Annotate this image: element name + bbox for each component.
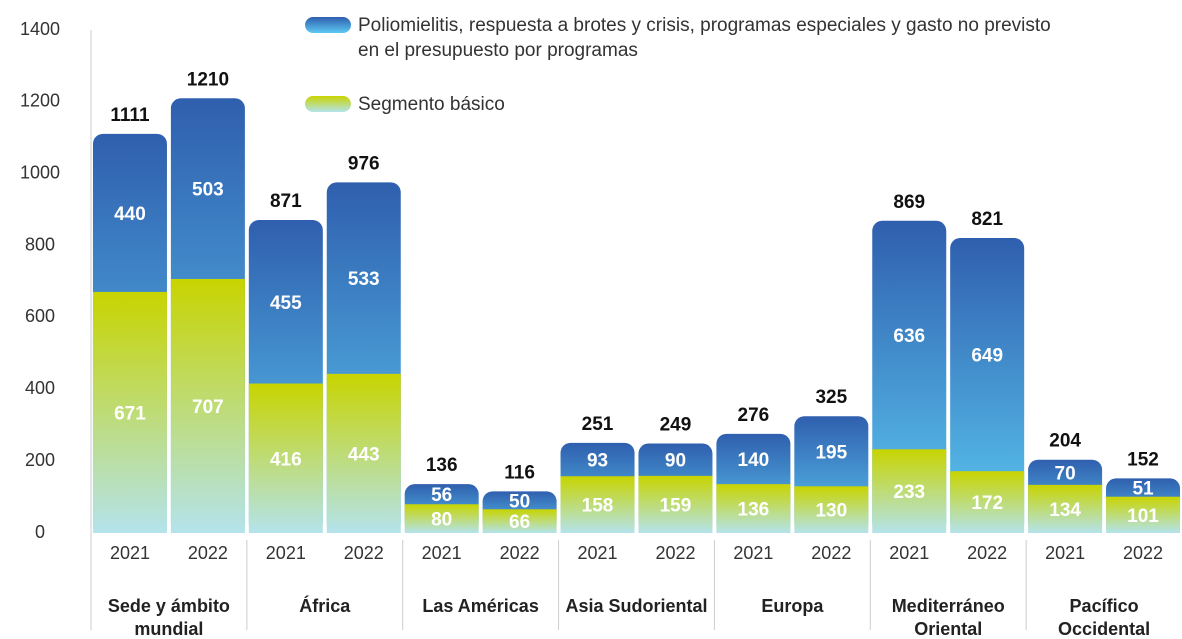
x-tick-label: 2021 <box>266 543 306 563</box>
group-label: Asia Sudoriental <box>565 596 708 616</box>
bar-segment <box>326 373 401 533</box>
x-tick-label: 2022 <box>344 543 384 563</box>
group-label: África <box>299 596 351 616</box>
value-label: 172 <box>971 493 1003 514</box>
group-label: Las Américas <box>422 596 539 616</box>
value-label: 649 <box>971 346 1003 367</box>
value-label: 136 <box>738 500 770 521</box>
legend-swatch <box>305 96 351 112</box>
legend-swatch <box>305 17 351 33</box>
value-label: 130 <box>815 501 847 522</box>
total-label: 116 <box>504 462 535 483</box>
value-label: 93 <box>587 451 608 472</box>
bar-segment <box>950 238 1025 533</box>
value-label: 134 <box>1049 500 1081 521</box>
x-tick-label: 2021 <box>422 543 462 563</box>
total-label: 251 <box>582 414 614 435</box>
value-label: 416 <box>270 449 302 470</box>
bar-segment <box>950 471 1025 533</box>
value-label: 50 <box>509 491 530 512</box>
total-label: 871 <box>270 191 302 212</box>
value-label: 159 <box>660 495 692 516</box>
x-tick-label: 2022 <box>1123 543 1163 563</box>
x-tick-label: 2022 <box>500 543 540 563</box>
y-tick-label: 1200 <box>20 91 60 111</box>
x-tick-label: 2021 <box>110 543 150 563</box>
legend-label: Poliomielitis, respuesta a brotes y cris… <box>358 15 1051 61</box>
total-label: 325 <box>815 387 847 408</box>
y-tick-label: 1000 <box>20 162 60 182</box>
x-tick-label: 2022 <box>811 543 851 563</box>
total-label: 1111 <box>110 105 150 126</box>
total-label: 204 <box>1049 431 1081 452</box>
x-tick-label: 2021 <box>889 543 929 563</box>
y-tick-label: 1400 <box>20 19 60 39</box>
value-label: 533 <box>348 269 380 290</box>
group-label: Europa <box>761 596 824 616</box>
bar-segment <box>170 278 245 533</box>
x-tick-label: 2021 <box>1045 543 1085 563</box>
value-label: 66 <box>509 512 530 533</box>
total-label: 276 <box>738 405 770 426</box>
value-label: 51 <box>1132 479 1154 500</box>
value-label: 440 <box>114 204 146 225</box>
value-label: 707 <box>192 397 224 418</box>
legend-label: Segmento básico <box>358 94 505 115</box>
value-label: 233 <box>893 482 925 503</box>
value-label: 443 <box>348 444 380 465</box>
group-label: Mediterráneo Oriental <box>891 596 1005 639</box>
total-label: 136 <box>426 455 458 476</box>
y-tick-label: 600 <box>25 306 55 326</box>
group-label: Pacífico Occidental <box>1058 596 1151 639</box>
total-label: 1210 <box>187 69 229 90</box>
group-label: Sede y ámbito mundial <box>107 596 230 639</box>
x-tick-label: 2022 <box>188 543 228 563</box>
value-label: 101 <box>1127 506 1159 527</box>
value-label: 503 <box>192 180 224 201</box>
value-label: 56 <box>431 485 452 506</box>
total-label: 249 <box>660 415 692 436</box>
bar-segment <box>716 484 791 533</box>
value-label: 158 <box>582 496 614 517</box>
y-tick-label: 400 <box>25 378 55 398</box>
x-tick-label: 2021 <box>578 543 618 563</box>
value-label: 671 <box>114 403 146 424</box>
x-tick-label: 2021 <box>733 543 773 563</box>
value-label: 80 <box>431 510 452 531</box>
total-label: 821 <box>971 209 1003 230</box>
bar-segment <box>1106 496 1181 533</box>
bar-segment <box>248 383 323 533</box>
bar-segment <box>560 476 635 533</box>
value-label: 140 <box>738 450 770 471</box>
bar-segment <box>1028 484 1103 533</box>
bar-segment <box>482 509 557 533</box>
bar-segment <box>638 475 713 533</box>
total-label: 869 <box>893 192 925 213</box>
bar-segment <box>794 486 869 533</box>
y-tick-label: 0 <box>35 522 45 542</box>
bar-segment <box>92 291 167 533</box>
total-label: 976 <box>348 153 380 174</box>
bar-segment <box>872 449 947 533</box>
y-tick-label: 200 <box>25 450 55 470</box>
total-label: 152 <box>1127 449 1159 470</box>
value-label: 636 <box>893 326 925 347</box>
value-label: 195 <box>815 442 847 463</box>
x-tick-label: 2022 <box>655 543 695 563</box>
value-label: 90 <box>665 451 686 472</box>
x-tick-label: 2022 <box>967 543 1007 563</box>
bar-segment <box>404 504 479 533</box>
y-tick-label: 800 <box>25 234 55 254</box>
value-label: 70 <box>1055 463 1076 484</box>
value-label: 455 <box>270 293 302 314</box>
